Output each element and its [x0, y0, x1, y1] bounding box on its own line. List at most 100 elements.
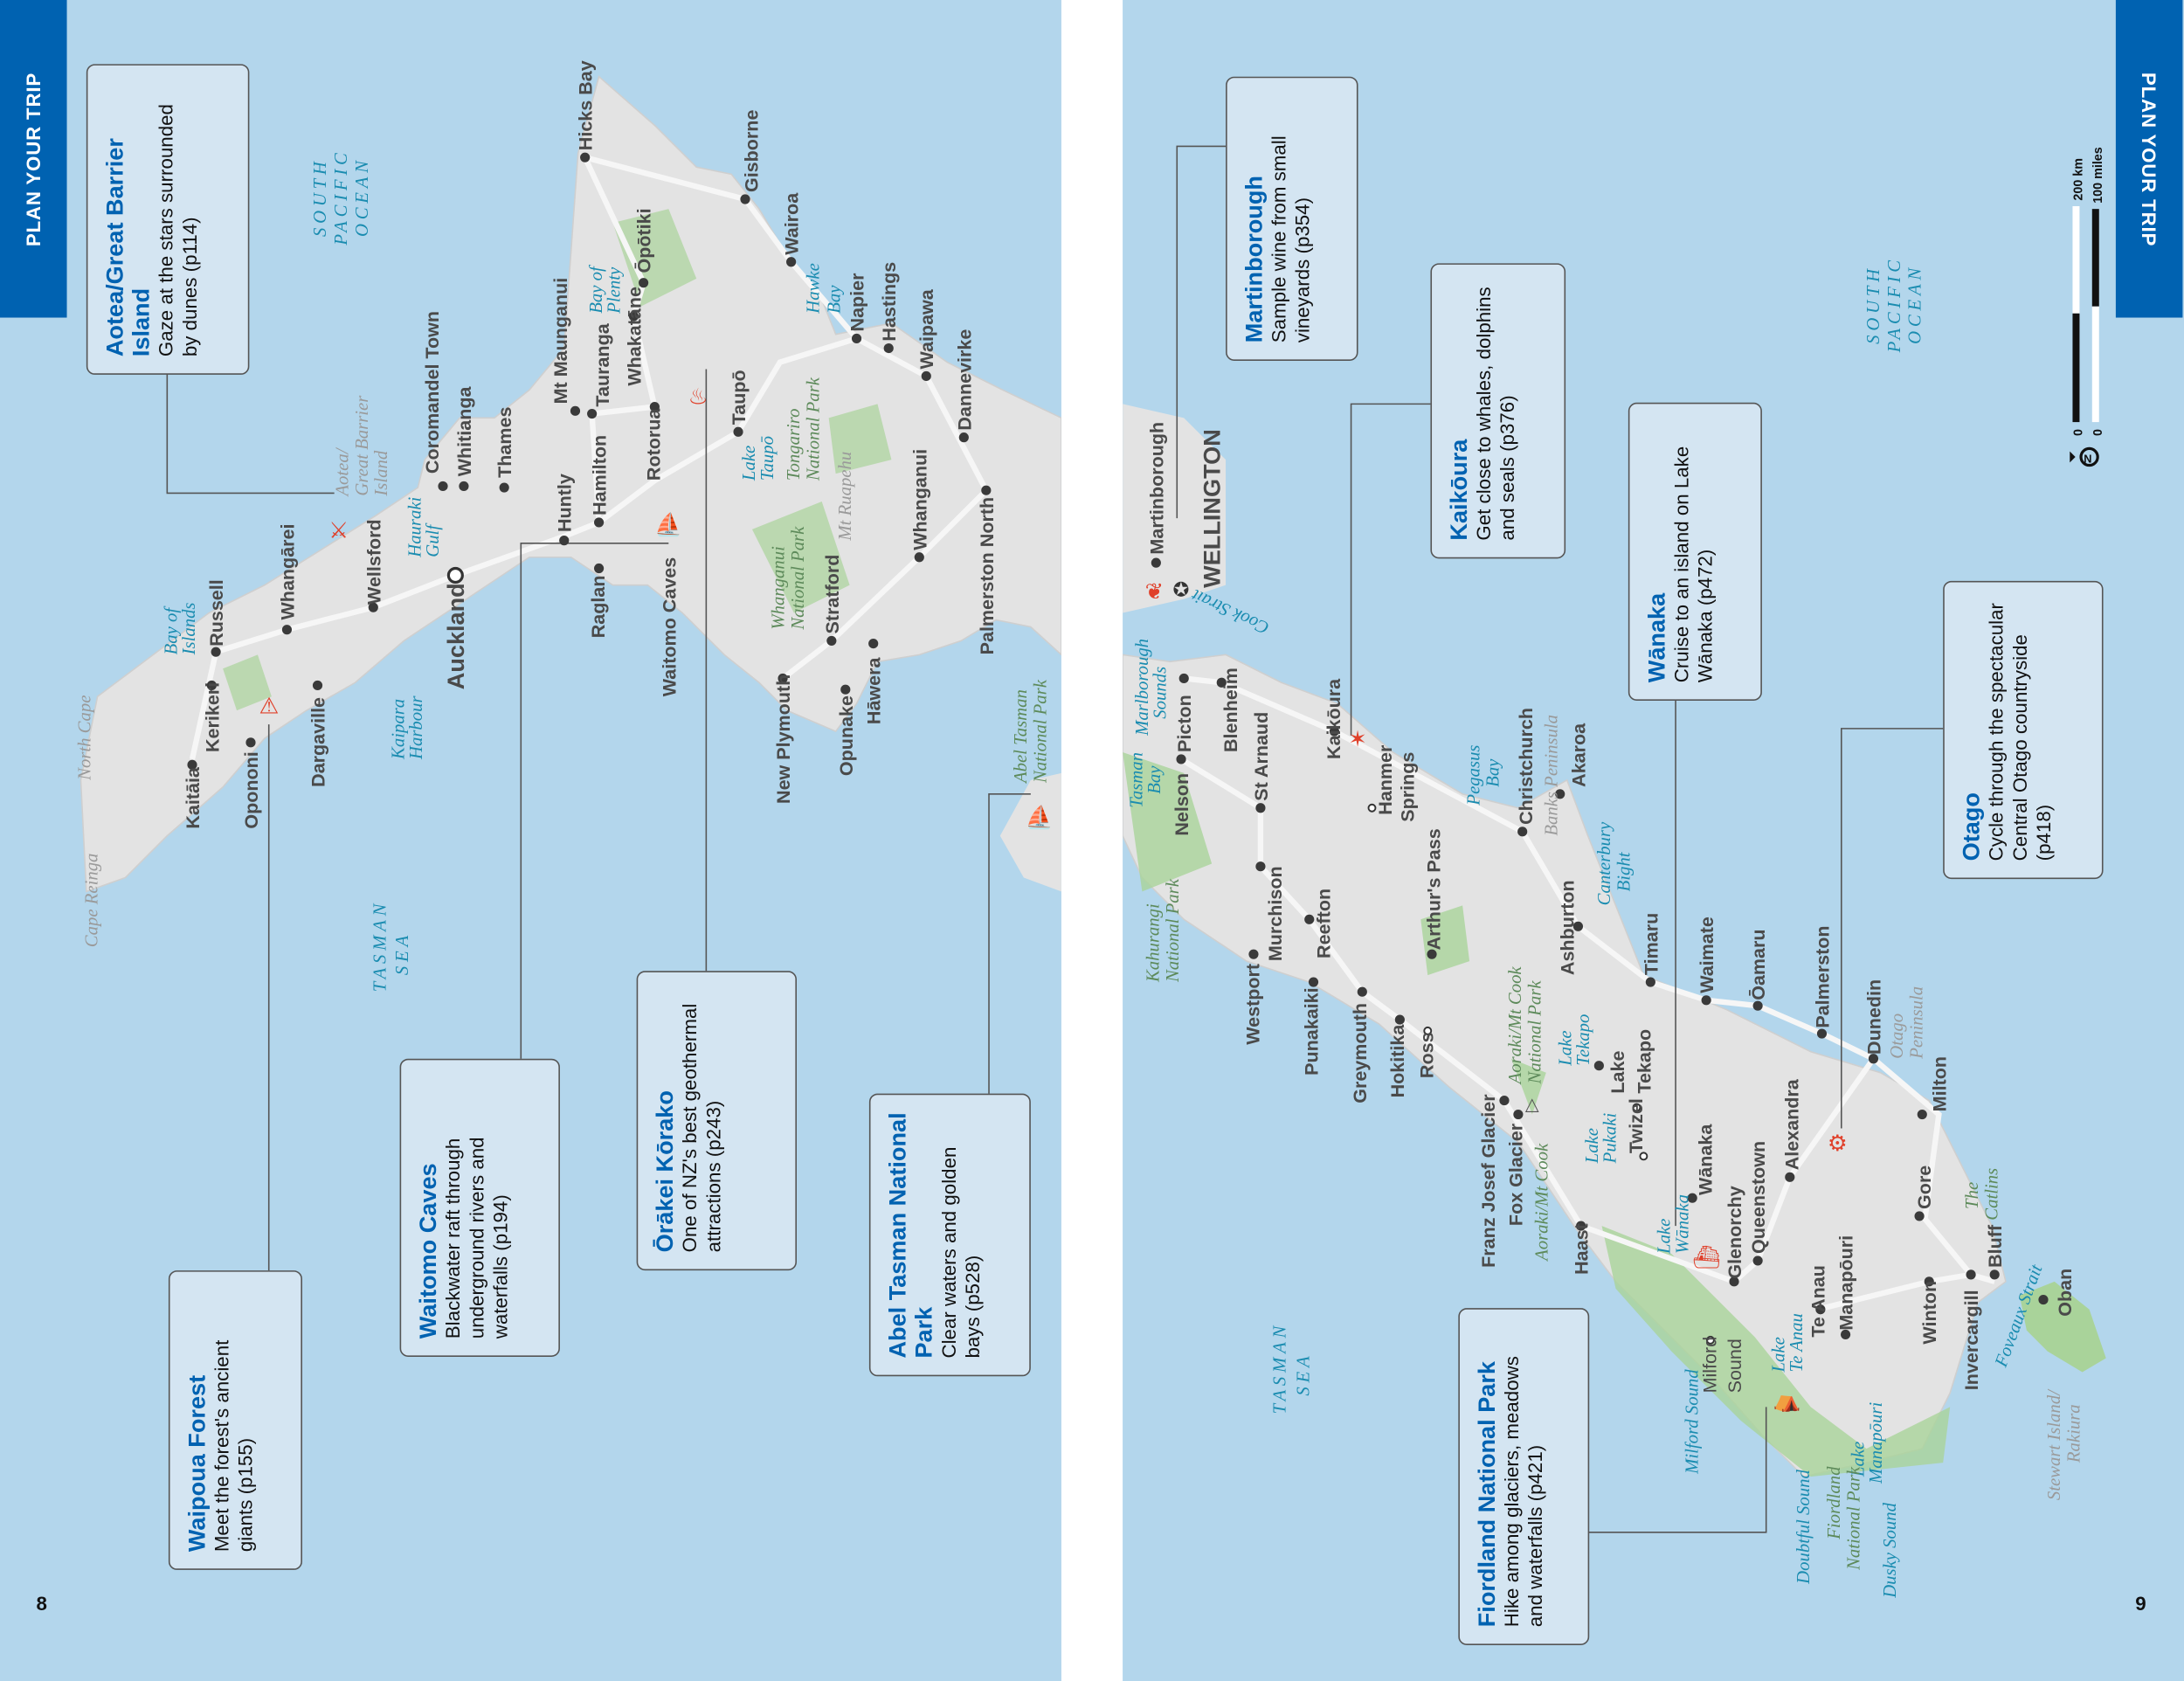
callout-icons: ❦ ✶ ⛴ ⚙ ⛺ △ — [1145, 580, 1848, 1413]
label-lake-manapouri-2: Manapōuri — [1867, 1402, 1886, 1484]
label-queenstown: Queenstown — [1748, 1141, 1769, 1254]
label-tasman-sea: TASMAN — [371, 900, 390, 992]
label-hawke-bay: Hawke — [805, 263, 824, 315]
callout-title: Abel Tasman National Park — [884, 1112, 938, 1359]
label-hanmer-2: Springs — [1397, 752, 1418, 822]
label-lake-taupo-2: Taupō — [758, 436, 778, 481]
label-whanganui-np-2: National Park — [789, 526, 808, 631]
label-south-pacific: SOUTH — [1864, 265, 1883, 344]
label-timaru: Timaru — [1641, 913, 1662, 975]
geothermal-icon: ♨ — [688, 384, 708, 409]
section-tab-left: PLAN YOUR TRIP — [0, 0, 67, 318]
label-tekapo-town: Lake — [1607, 1051, 1628, 1094]
label-st-arnaud: St Arnaud — [1251, 712, 1272, 801]
callout-waipoua: Waipoua Forest Meet the forest's ancient … — [168, 1270, 302, 1570]
callout-waitomo: Waitomo Caves Blackwater raft through und… — [399, 1058, 560, 1357]
label-opononi: Opononi — [241, 751, 262, 828]
label-dunedin: Dunedin — [1863, 979, 1884, 1055]
wellington-land — [1123, 404, 1227, 613]
callout-title: Aotea/Great Barrier Island — [101, 138, 155, 357]
label-murchison: Murchison — [1265, 866, 1286, 961]
tree-icon: ⚠ — [259, 694, 280, 718]
label-bluff: Bluff — [1985, 1224, 2006, 1268]
label-lake-tekapo-2: Tekapo — [1574, 1014, 1593, 1066]
label-wellington: WELLINGTON — [1199, 429, 1226, 588]
label-picton: Picton — [1174, 695, 1195, 752]
label-otago-peninsula-2: Peninsula — [1907, 986, 1926, 1060]
kayak-icon: ⛵ — [1025, 804, 1053, 830]
callout-desc: Cruise to an island on Lake Wānaka (p472… — [1669, 446, 1717, 683]
callout-kaikoura: Kaikōura Get close to whales, dolphins an… — [1430, 263, 1566, 559]
label-stewart-island: Stewart Island/ — [2045, 1388, 2064, 1500]
section-tab-label: PLAN YOUR TRIP — [2138, 72, 2160, 246]
place-labels: Cape Reinga North Cape Kaitāia Kerikeri … — [76, 60, 1051, 992]
label-winton: Winton — [1919, 1281, 1940, 1345]
label-napier: Napier — [847, 273, 868, 332]
label-new-plymouth: New Plymouth — [773, 674, 794, 804]
label-north-cape: North Cape — [76, 695, 95, 781]
abel-tasman-land — [999, 772, 1061, 892]
label-akaroa: Akaroa — [1568, 723, 1589, 787]
label-cook-strait: Cook Strait — [1188, 585, 1272, 638]
callout-desc: Blackwater raft through underground rive… — [441, 1137, 512, 1339]
place-labels: Martinborough WELLINGTON Cook Strait Mar… — [1127, 256, 2084, 1599]
callout-title: Waitomo Caves — [415, 1163, 442, 1339]
label-lake-wanaka-2: Wānaka — [1673, 1194, 1692, 1254]
label-whakatane: Whakatāne — [624, 287, 645, 386]
label-ross: Ross — [1417, 1032, 1438, 1078]
callout-desc: Hike among glaciers, meadows and waterfa… — [1500, 1356, 1546, 1628]
label-tauranga: Tauranga — [592, 322, 613, 406]
label-fiordland-np: Fiordland — [1825, 1466, 1844, 1540]
label-otago-peninsula: Otago — [1888, 1013, 1907, 1059]
callout-abel-tasman: Abel Tasman National Park Clear waters an… — [868, 1093, 1031, 1377]
boat-icon: ⛴ — [1692, 1246, 1720, 1270]
label-lake-pukaki-2: Pukaki — [1601, 1113, 1621, 1165]
label-bay-of-islands: Bay of — [162, 605, 181, 655]
label-tasman-sea-2: SEA — [393, 931, 412, 975]
label-christchurch: Christchurch — [1516, 708, 1537, 825]
label-dannevirke: Dannevirke — [954, 329, 975, 431]
label-hauraki-2: Gulf — [424, 522, 443, 557]
label-tasman-bay-2: Bay — [1145, 765, 1165, 794]
label-gore: Gore — [1914, 1166, 1935, 1209]
label-martinborough: Martinborough — [1146, 422, 1167, 555]
label-stratford: Stratford — [822, 555, 843, 634]
scale-km-label: 200 km — [2072, 158, 2086, 201]
label-tongariro: Tongariro — [784, 409, 804, 481]
label-ashburton: Ashburton — [1558, 880, 1579, 975]
callout-fiordland: Fiordland National Park Hike among glacie… — [1458, 1308, 1590, 1645]
callout-title: Fiordland National Park — [1473, 1361, 1501, 1628]
mi-bar-lower-white — [2091, 306, 2099, 423]
label-catlins: The — [1963, 1182, 1982, 1209]
label-dargaville: Dargaville — [308, 697, 328, 787]
label-hawera: Hāwera — [864, 657, 885, 725]
callout-title: Wānaka — [1643, 592, 1670, 683]
starfish-icon: ✶ — [1348, 728, 1366, 752]
label-hicks-bay: Hicks Bay — [576, 60, 597, 150]
label-oamaru: Ōamaru — [1748, 929, 1769, 1000]
page-number-right: 9 — [2135, 1592, 2146, 1615]
callout-desc: Meet the forest's ancient giants (p155) — [210, 1339, 257, 1553]
label-franz-josef: Franz Josef Glacier — [1478, 1094, 1499, 1268]
town-dots — [187, 152, 992, 770]
label-hauraki: Hauraki — [406, 496, 425, 557]
label-kerikeri: Kerikeri — [202, 682, 223, 752]
label-punakaiki: Punakaiki — [1301, 987, 1322, 1075]
label-lake-pukaki: Lake — [1583, 1128, 1602, 1164]
callout-title: Martinborough — [1241, 176, 1268, 343]
label-waitomo: Waitomo Caves — [659, 557, 680, 696]
label-wairoa: Wairoa — [782, 192, 803, 255]
callout-desc: Gaze at the stars surrounded by dunes (p… — [154, 104, 201, 357]
label-aotea-3: Island — [372, 450, 391, 496]
callout-title: Waipoua Forest — [183, 1374, 211, 1553]
label-south-pacific: SOUTH — [311, 157, 330, 237]
label-gisborne: Gisborne — [741, 110, 762, 192]
label-abel-tasman-2: National Park — [1031, 679, 1050, 784]
callout-desc: Clear waters and golden bays (p528) — [937, 1146, 984, 1359]
label-hamilton: Hamilton — [590, 435, 611, 515]
label-te-anau: Te Anau — [1808, 1265, 1829, 1337]
km-bar-lower-black — [2072, 313, 2080, 423]
callout-desc: One of NZ's best geothermal attractions … — [678, 1003, 725, 1253]
label-opunake: Opunake — [836, 695, 857, 776]
label-kaikoura: Kaikōura — [1324, 678, 1344, 759]
